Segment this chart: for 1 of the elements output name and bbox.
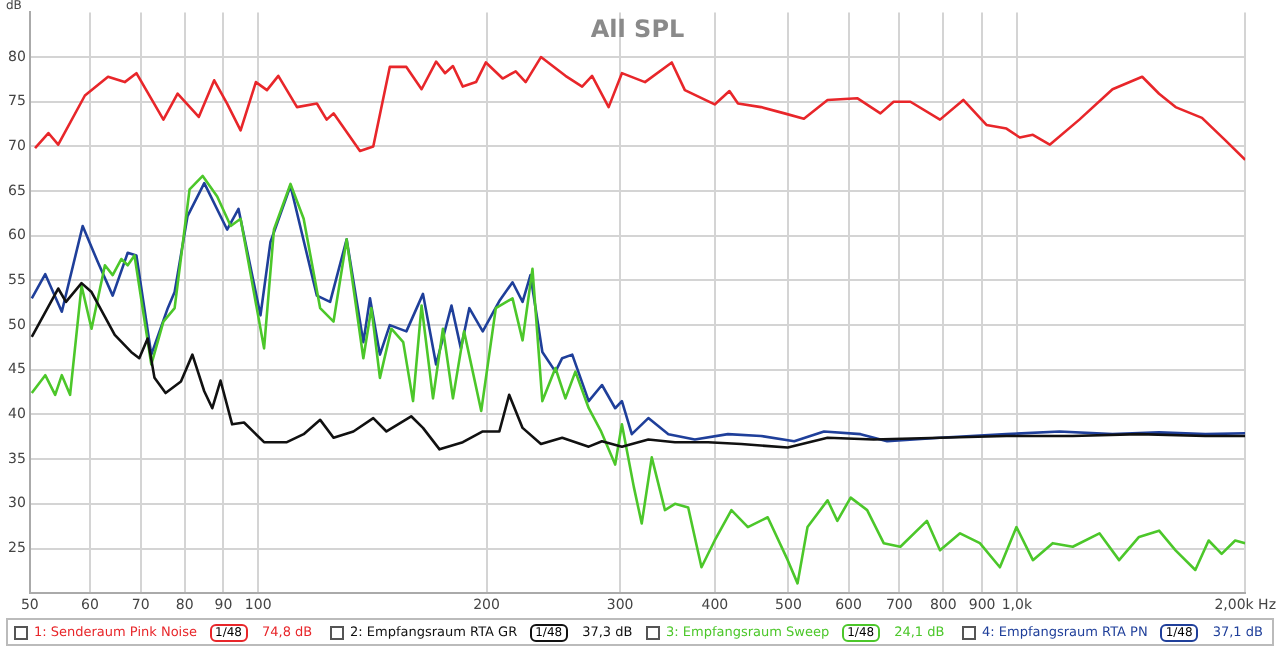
chart-title: All SPL xyxy=(590,14,685,43)
